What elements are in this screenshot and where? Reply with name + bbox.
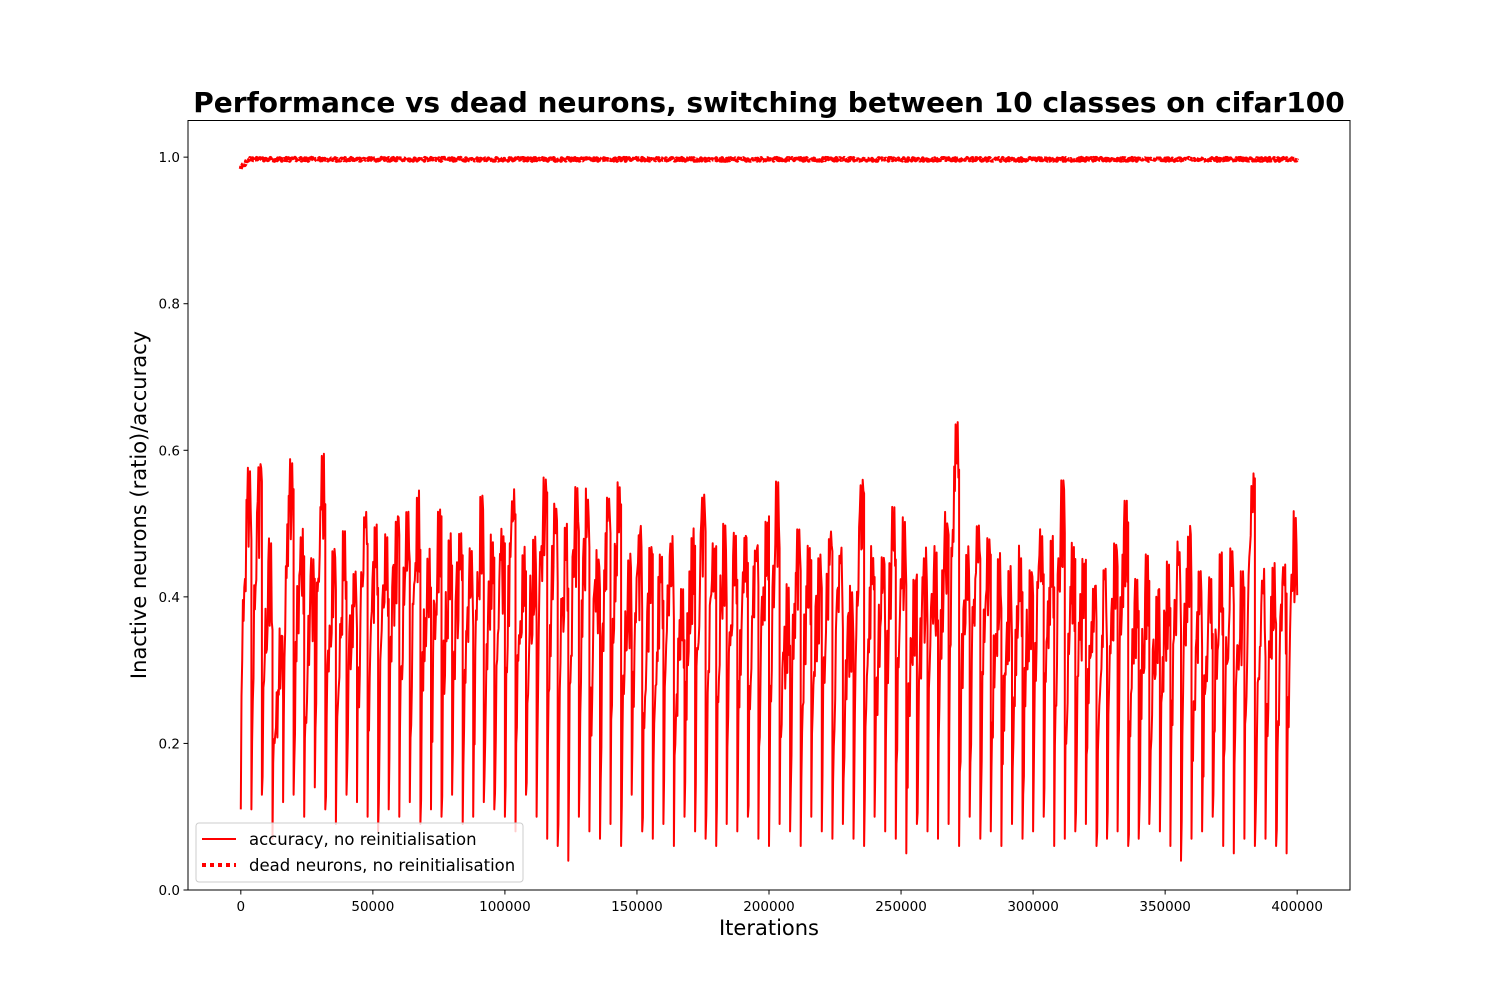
series-layer: [238, 155, 1300, 862]
series-line-accuracy: [239, 421, 1299, 862]
x-axis: 0 50000 100000 150000 200000 250000 300000 3500…: [237, 890, 1323, 915]
x-tick-label: 350000: [1139, 899, 1191, 915]
x-tick-label: 250000: [875, 899, 927, 915]
y-axis-label: Inactive neurons (ratio)/accuracy: [127, 331, 151, 679]
y-tick-label: 0.8: [159, 297, 180, 313]
series-line-dead-neurons: [238, 155, 1300, 170]
legend-label-dead-neurons: dead neurons, no reinitialisation: [249, 856, 515, 875]
y-tick-label: 0.2: [159, 736, 180, 752]
x-tick-label: 150000: [611, 899, 663, 915]
chart-title: Performance vs dead neurons, switching b…: [193, 86, 1344, 119]
x-axis-label: Iterations: [719, 916, 819, 940]
legend-label-accuracy: accuracy, no reinitialisation: [249, 830, 477, 849]
x-tick-label: 100000: [479, 899, 531, 915]
y-tick-label: 0.4: [159, 590, 180, 606]
x-tick-label: 200000: [743, 899, 795, 915]
y-tick-label: 1.0: [159, 150, 180, 166]
y-axis: 0.0 0.2 0.4 0.6 0.8 1.0: [159, 150, 188, 899]
y-tick-label: 0.0: [159, 883, 180, 899]
legend-box: [195, 822, 524, 883]
y-tick-label: 0.6: [159, 443, 180, 459]
x-tick-label: 400000: [1271, 899, 1323, 915]
x-tick-label: 50000: [351, 899, 394, 915]
x-tick-label: 0: [237, 899, 246, 915]
legend: accuracy, no reinitialisation dead neuro…: [195, 822, 524, 883]
plot-area: [187, 120, 1351, 891]
x-tick-label: 300000: [1007, 899, 1059, 915]
